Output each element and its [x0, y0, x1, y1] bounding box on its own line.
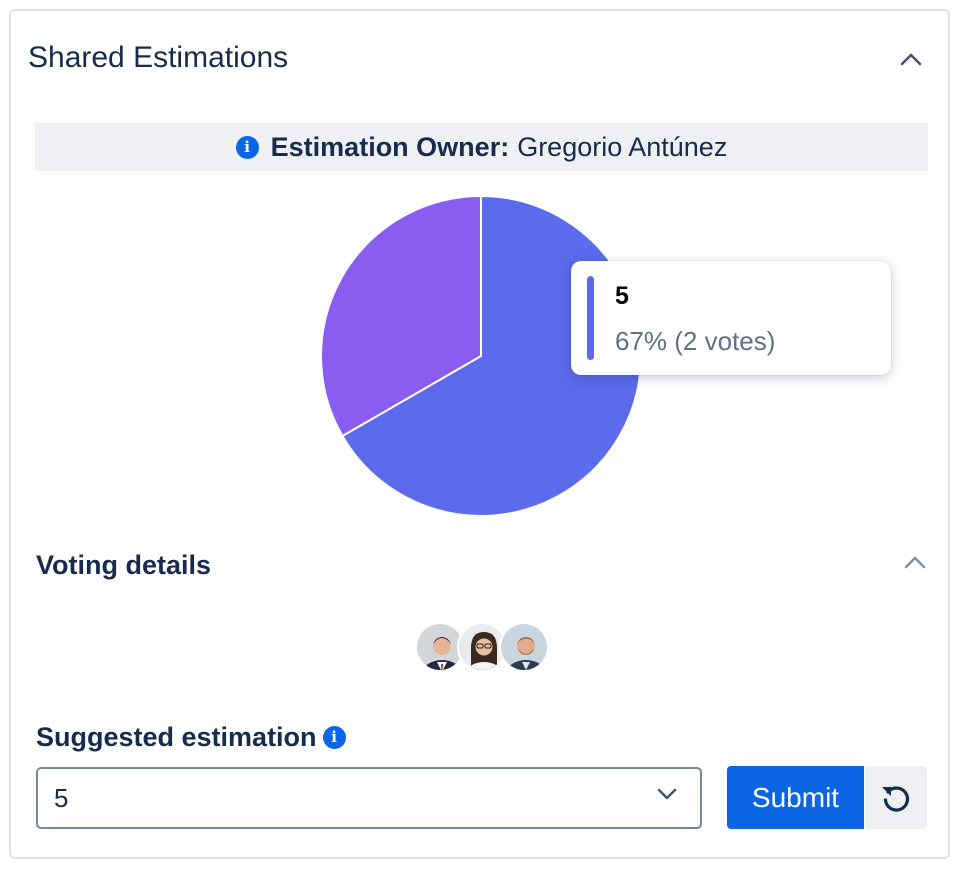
pie-slice-2[interactable]: [320, 195, 482, 438]
chart-tooltip: 5 67% (2 votes): [571, 261, 891, 375]
votes-pie-chart: [320, 195, 642, 517]
chevron-up-icon: [900, 53, 922, 66]
submit-button[interactable]: Submit: [727, 766, 864, 829]
person-avatar-icon: [459, 624, 505, 670]
chevron-up-icon: [904, 556, 926, 569]
reset-icon: [882, 786, 910, 812]
owner-name: Gregorio Antúnez: [517, 131, 728, 162]
person-avatar-icon: [501, 624, 547, 670]
estimation-owner-banner: i Estimation Owner: Gregorio Antúnez: [35, 123, 928, 171]
estimation-select[interactable]: 5: [36, 767, 702, 829]
avatar[interactable]: [499, 622, 549, 672]
suggested-estimation-label: Suggested estimation i: [36, 722, 346, 753]
collapse-voting-details-button[interactable]: [900, 547, 930, 577]
owner-label: Estimation Owner:: [270, 131, 510, 162]
panel-title: Shared Estimations: [28, 41, 289, 74]
tooltip-swatch: [587, 276, 594, 360]
suggested-estimation-text: Suggested estimation: [36, 722, 317, 752]
info-icon: i: [235, 135, 259, 159]
shared-estimations-panel: Shared Estimations i Estimation Owner: G…: [9, 9, 950, 859]
collapse-panel-button[interactable]: [897, 45, 925, 73]
tooltip-value: 5: [615, 282, 629, 310]
pie-slice-1[interactable]: [341, 195, 642, 517]
voting-details-title: Voting details: [36, 550, 212, 580]
voter-avatars: [415, 622, 555, 672]
estimation-select-value: 5: [54, 782, 69, 813]
tooltip-detail: 67% (2 votes): [615, 326, 776, 356]
person-avatar-icon: [417, 624, 463, 670]
reset-button[interactable]: [865, 766, 927, 829]
chevron-down-icon: [657, 788, 677, 800]
info-icon[interactable]: i: [322, 726, 346, 749]
